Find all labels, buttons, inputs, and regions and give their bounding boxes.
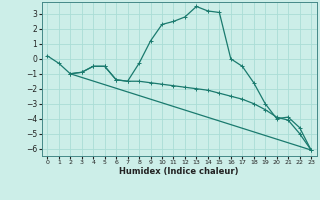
X-axis label: Humidex (Indice chaleur): Humidex (Indice chaleur) (119, 167, 239, 176)
